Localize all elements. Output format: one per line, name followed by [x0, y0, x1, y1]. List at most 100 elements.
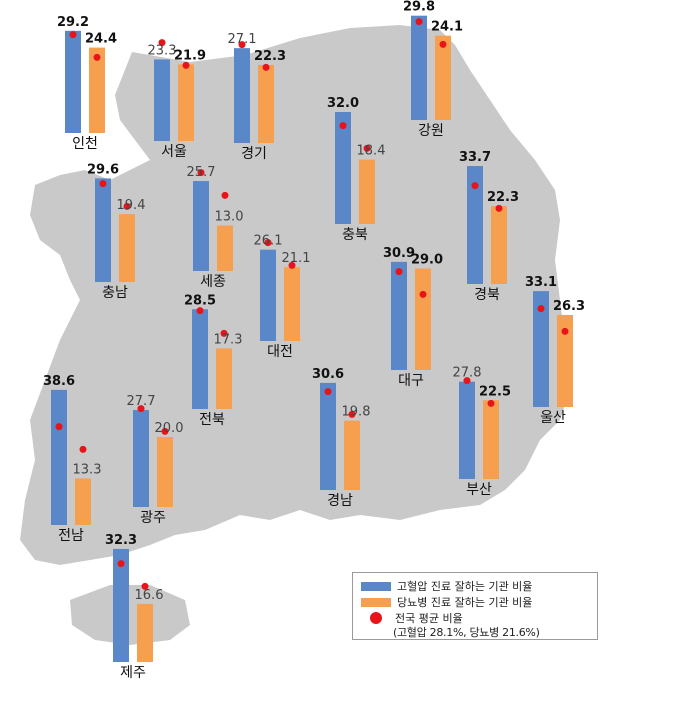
value-label-diabetes-13: 20.0 [155, 421, 184, 436]
bar-diabetes-8 [284, 267, 300, 341]
value-label-diabetes-10: 29.0 [411, 253, 443, 268]
value-label-hypertension-13: 27.7 [127, 394, 156, 409]
bar-hypertension-12 [192, 309, 208, 409]
value-label-hypertension-12: 28.5 [184, 293, 216, 308]
bar-hypertension-17 [113, 548, 129, 662]
region-label-10: 대구 [398, 373, 424, 389]
bar-diabetes-1 [89, 47, 105, 133]
value-label-diabetes-12: 17.3 [214, 332, 243, 347]
value-label-diabetes-15: 19.8 [342, 405, 371, 420]
bar-diabetes-2 [178, 64, 194, 141]
bar-hypertension-1 [65, 30, 81, 133]
value-label-diabetes-5: 19.4 [117, 198, 146, 213]
avg-marker-diabetes-11 [561, 327, 569, 335]
avg-marker-diabetes-10 [419, 290, 427, 298]
avg-marker-hypertension-12 [196, 307, 204, 315]
avg-marker-diabetes-2 [182, 61, 190, 69]
avg-marker-diabetes-4 [439, 40, 447, 48]
bar-diabetes-4 [435, 35, 451, 120]
bar-hypertension-3 [234, 48, 250, 143]
avg-marker-diabetes-5 [123, 202, 131, 210]
bars-layer [51, 15, 573, 662]
bar-diabetes-14 [75, 478, 91, 525]
region-label-4: 강원 [418, 123, 444, 139]
bar-diabetes-12 [216, 348, 232, 409]
map-jeju [70, 585, 190, 645]
legend-label-diabetes: 당뇨병 진료 잘하는 기관 비율 [397, 596, 533, 609]
avg-marker-diabetes-13 [161, 427, 169, 435]
avg-marker-hypertension-3 [238, 41, 246, 49]
legend: 고혈압 진료 잘하는 기관 비율 당뇨병 진료 잘하는 기관 비율 전국 평균 … [352, 572, 598, 640]
value-label-diabetes-3: 22.3 [254, 49, 286, 64]
avg-marker-diabetes-8 [288, 261, 296, 269]
value-label-hypertension-17: 32.3 [105, 533, 137, 548]
value-label-hypertension-3: 27.1 [228, 32, 257, 47]
avg-marker-hypertension-10 [395, 268, 403, 276]
avg-marker-hypertension-7 [339, 122, 347, 130]
avg-marker-diabetes-14 [79, 445, 87, 453]
avg-marker-diabetes-9 [495, 204, 503, 212]
region-label-5: 충남 [102, 285, 128, 301]
bar-hypertension-9 [467, 166, 483, 284]
value-label-hypertension-14: 38.6 [43, 374, 75, 389]
value-label-diabetes-11: 26.3 [553, 299, 585, 314]
region-label-8: 대전 [267, 344, 293, 360]
legend-label-average: 전국 평균 비율 [395, 612, 463, 625]
bar-diabetes-10 [415, 268, 431, 370]
bar-diabetes-15 [344, 420, 360, 490]
bar-diabetes-6 [217, 225, 233, 271]
value-label-hypertension-15: 30.6 [312, 367, 344, 382]
value-label-hypertension-4: 29.8 [403, 0, 435, 15]
value-label-hypertension-1: 29.2 [57, 15, 89, 30]
legend-item-average: 전국 평균 비율 [361, 610, 463, 626]
avg-marker-hypertension-14 [55, 423, 63, 431]
legend-item-hypertension: 고혈압 진료 잘하는 기관 비율 [361, 578, 532, 594]
legend-item-diabetes: 당뇨병 진료 잘하는 기관 비율 [361, 594, 532, 610]
legend-swatch-hypertension [361, 581, 391, 591]
value-label-diabetes-8: 21.1 [282, 251, 311, 266]
bar-hypertension-16 [459, 381, 475, 479]
region-label-16: 부산 [466, 482, 492, 498]
value-label-diabetes-1: 24.4 [85, 32, 117, 47]
bar-diabetes-3 [258, 64, 274, 143]
legend-dot-average [370, 612, 382, 624]
value-label-diabetes-2: 21.9 [174, 48, 206, 63]
value-label-diabetes-16: 22.5 [479, 384, 511, 399]
value-label-hypertension-11: 33.1 [525, 275, 557, 290]
bar-diabetes-16 [483, 400, 499, 479]
bar-diabetes-13 [157, 437, 173, 507]
bar-hypertension-15 [320, 382, 336, 490]
bar-diabetes-9 [491, 205, 507, 284]
region-label-6: 세종 [200, 274, 226, 290]
region-label-13: 광주 [140, 510, 166, 526]
avg-marker-hypertension-4 [415, 18, 423, 26]
region-label-17: 제주 [120, 665, 146, 681]
value-label-hypertension-7: 32.0 [327, 96, 359, 111]
value-label-diabetes-4: 24.1 [431, 20, 463, 35]
legend-label-hypertension: 고혈압 진료 잘하는 기관 비율 [397, 580, 533, 593]
bar-diabetes-17 [137, 603, 153, 662]
bar-hypertension-7 [335, 112, 351, 224]
avg-marker-hypertension-1 [69, 31, 77, 39]
avg-marker-hypertension-9 [471, 182, 479, 190]
avg-marker-hypertension-16 [463, 377, 471, 385]
bar-hypertension-10 [391, 261, 407, 370]
bar-hypertension-14 [51, 389, 67, 525]
avg-marker-diabetes-17 [141, 582, 149, 590]
avg-marker-diabetes-1 [93, 53, 101, 61]
value-label-hypertension-10: 30.9 [383, 246, 415, 261]
value-label-diabetes-9: 22.3 [487, 190, 519, 205]
region-label-3: 경기 [241, 146, 267, 162]
bar-diabetes-11 [557, 314, 573, 407]
region-label-12: 전북 [199, 412, 225, 428]
avg-marker-hypertension-6 [197, 169, 205, 177]
value-label-diabetes-6: 13.0 [215, 210, 244, 225]
value-label-diabetes-7: 18.4 [357, 144, 386, 159]
bar-hypertension-2 [154, 59, 170, 142]
bar-hypertension-13 [133, 410, 149, 507]
avg-marker-hypertension-5 [99, 180, 107, 188]
avg-marker-hypertension-2 [158, 39, 166, 47]
avg-marker-hypertension-11 [537, 305, 545, 313]
